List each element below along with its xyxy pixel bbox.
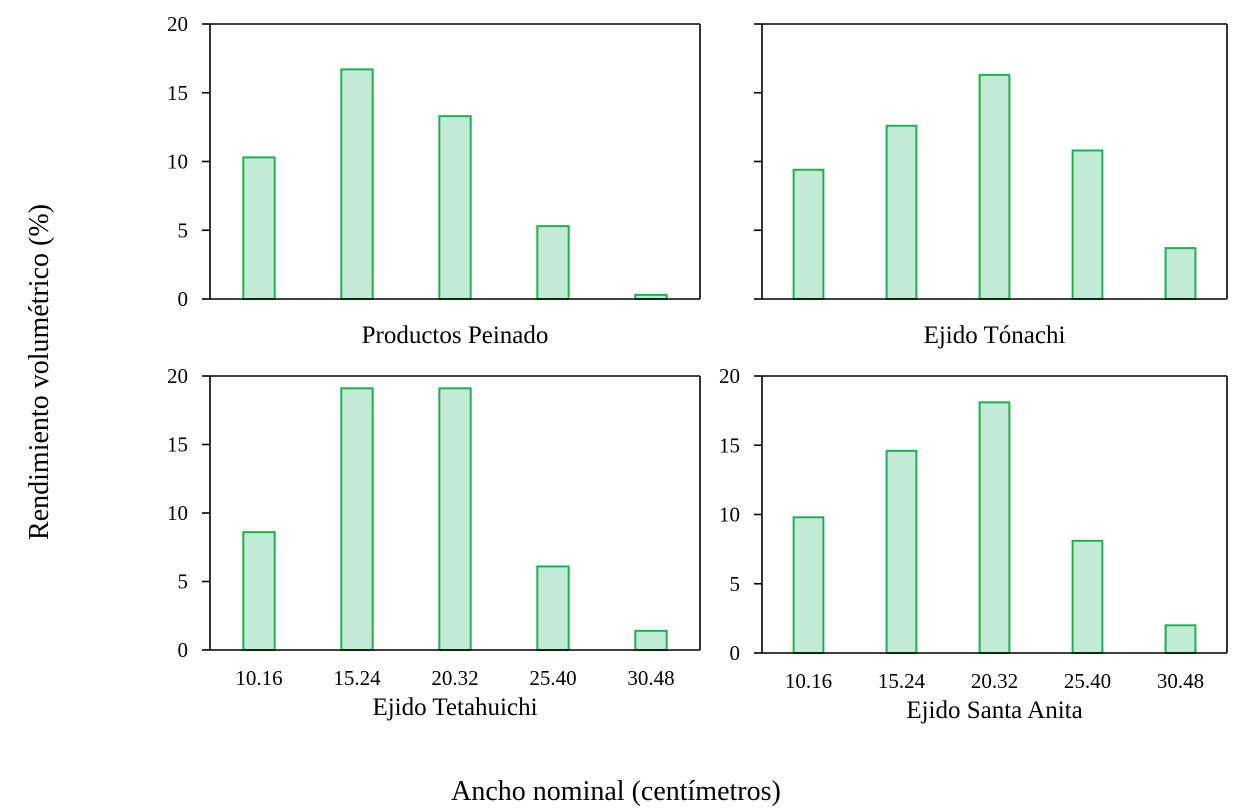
y-tick-label: 10: [719, 503, 740, 527]
bar-10.16: [792, 168, 825, 300]
x-axis-title: Ancho nominal (centímetros): [451, 776, 781, 807]
x-tick-label: 20.32: [971, 669, 1018, 693]
x-tick-label: 25.40: [529, 666, 576, 690]
y-tick-label: 20: [167, 364, 188, 388]
bar-20.32: [978, 401, 1011, 654]
bar-30.48: [634, 629, 668, 652]
bar-30.48: [1164, 247, 1197, 300]
y-axis-title: Rendimiento volumétrico (%): [24, 204, 55, 540]
x-tick-label: 30.48: [1157, 669, 1204, 693]
bar-25.40: [536, 225, 570, 300]
y-tick-label: 10: [167, 501, 188, 525]
x-tick-label: 10.16: [235, 666, 282, 690]
chart-panel-4: 0 5 10 15 20 10.16 15.24 20.32 25.40 30.48 Ejido S…: [719, 364, 1228, 724]
y-tick-label: 5: [730, 572, 741, 596]
bar-20.32: [438, 115, 472, 300]
y-tick-label: 5: [178, 570, 189, 594]
chart-panel-1: 0 5 10 15 20 Productos Peinado: [167, 12, 701, 349]
bar-15.24: [885, 449, 918, 655]
bar-30.48: [1164, 624, 1197, 654]
y-tick-label: 15: [167, 81, 188, 105]
bar-20.32: [438, 387, 472, 651]
y-tick-label: 0: [178, 287, 189, 311]
chart-panel-3: 0 5 10 15 20 10.16 15.24 20.32 25.40 30.48 Ejido T…: [167, 364, 701, 721]
panel-title: Ejido Tónachi: [924, 322, 1066, 349]
panels: 0 5 10 15 20 Productos Peinado Ejido Tónachi 0 5…: [167, 12, 1228, 724]
panel-title: Ejido Tetahuichi: [372, 694, 537, 721]
bar-15.24: [885, 124, 918, 300]
bar-25.40: [1071, 539, 1104, 654]
bar-15.24: [340, 68, 374, 300]
y-tick-label: 10: [167, 150, 188, 174]
x-tick-label: 30.48: [627, 666, 674, 690]
y-tick-label: 0: [178, 638, 189, 662]
x-tick-label: 10.16: [785, 669, 832, 693]
panel-title: Ejido Santa Anita: [906, 697, 1082, 724]
y-tick-label: 15: [719, 433, 740, 457]
bar-25.40: [536, 565, 570, 651]
x-tick-label: 25.40: [1064, 669, 1111, 693]
bar-10.16: [242, 531, 276, 651]
bar-15.24: [340, 387, 374, 651]
y-tick-label: 0: [730, 641, 741, 665]
y-tick-label: 15: [167, 433, 188, 457]
y-tick-label: 5: [178, 218, 189, 242]
bar-25.40: [1071, 149, 1104, 300]
y-tick-label: 20: [719, 364, 740, 388]
y-tick-label: 20: [167, 12, 188, 36]
x-tick-label: 15.24: [878, 669, 926, 693]
x-tick-label: 15.24: [333, 666, 381, 690]
panel-title: Productos Peinado: [362, 322, 549, 349]
bar-20.32: [978, 73, 1011, 300]
chart-panel-2: Ejido Tónachi: [754, 23, 1228, 349]
bar-10.16: [792, 516, 825, 655]
bar-10.16: [242, 156, 276, 300]
x-tick-label: 20.32: [431, 666, 478, 690]
